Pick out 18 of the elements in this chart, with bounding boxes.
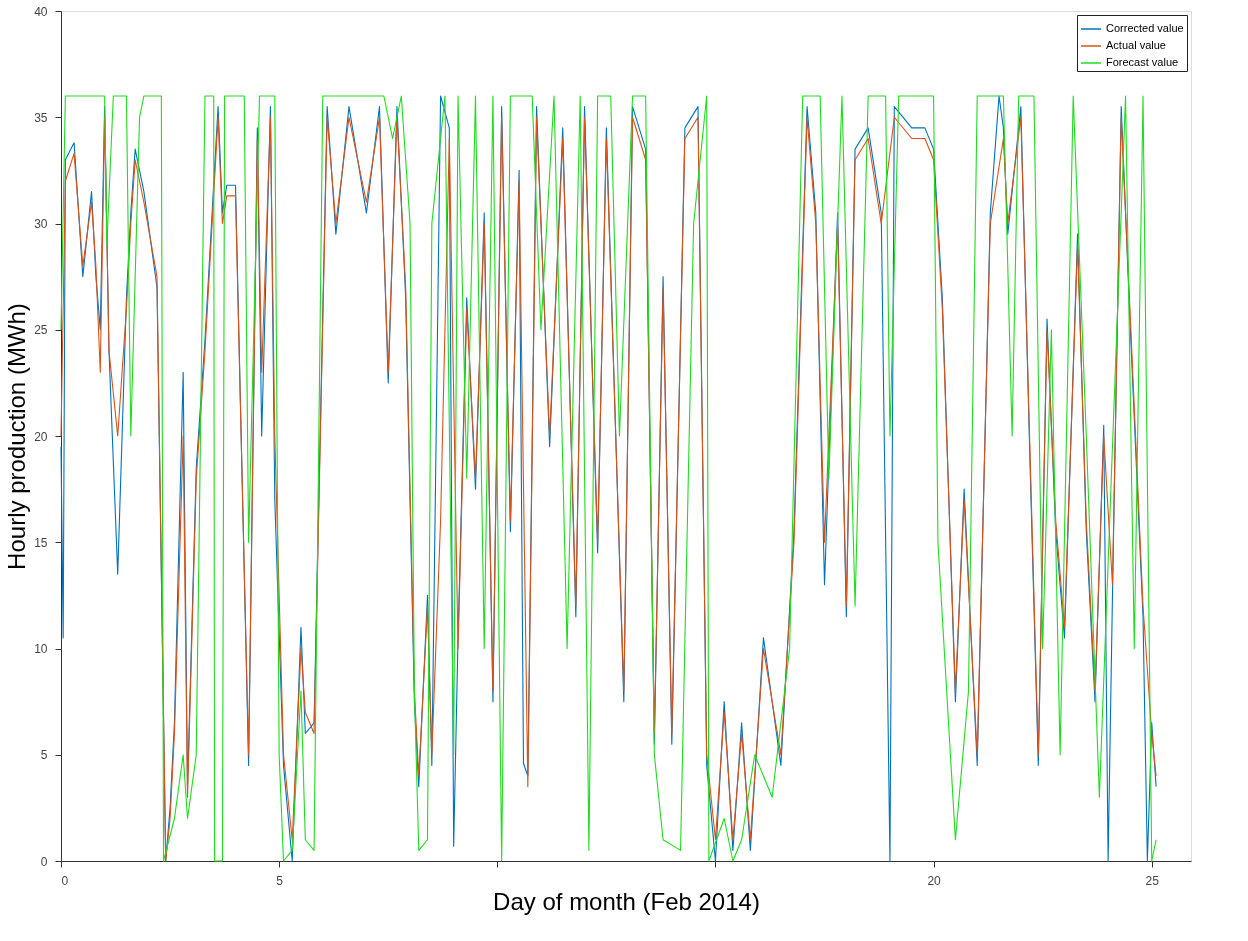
- y-tick-label: 5: [40, 748, 48, 763]
- x-tick-label: 25: [1145, 873, 1160, 888]
- x-tick-label: 0: [61, 873, 69, 888]
- y-tick-label: 15: [34, 535, 48, 550]
- x-axis-title: Day of month (Feb 2014): [493, 887, 760, 915]
- legend-label: Forecast value: [1106, 56, 1179, 68]
- x-tick-label: 20: [927, 873, 942, 888]
- y-tick-label: 25: [34, 323, 48, 338]
- y-tick-label: 20: [34, 429, 48, 444]
- y-axis-title: Hourly production (MWh): [3, 303, 31, 570]
- y-tick-label: 0: [40, 854, 48, 869]
- y-tick-label: 40: [34, 4, 48, 19]
- legend-label: Actual value: [1106, 39, 1166, 51]
- x-tick-label: 5: [276, 873, 284, 888]
- y-tick-label: 30: [34, 217, 48, 231]
- y-tick-label: 10: [34, 642, 48, 656]
- legend-label: Corrected value: [1106, 22, 1184, 34]
- y-tick-label: 35: [34, 110, 48, 125]
